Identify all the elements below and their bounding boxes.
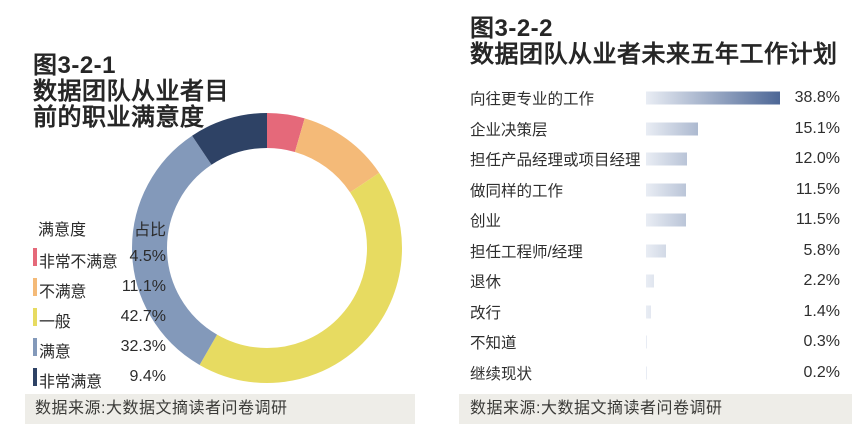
bar-value: 0.2% xyxy=(803,363,840,381)
bar-value: 15.1% xyxy=(794,119,840,137)
bar xyxy=(646,91,780,105)
bar-row: 继续现状 0.2% xyxy=(470,358,840,389)
legend-color-marker xyxy=(33,368,37,386)
legend-item: 非常满意 9.4% xyxy=(33,367,166,391)
bar-row: 不知道 0.3% xyxy=(470,327,840,358)
bar-value: 1.4% xyxy=(803,302,840,320)
bar-row: 改行 1.4% xyxy=(470,297,840,328)
bar-label: 不知道 xyxy=(470,335,517,353)
bar-value: 2.2% xyxy=(803,272,840,290)
bar-row: 企业决策层 15.1% xyxy=(470,114,840,145)
left-source-note: 数据来源:大数据文摘读者问卷调研 xyxy=(25,394,415,424)
bar-row: 退休 2.2% xyxy=(470,266,840,297)
legend-item: 满意 32.3% xyxy=(33,337,166,361)
legend-item-value: 4.5% xyxy=(129,248,166,265)
right-source-note: 数据来源:大数据文摘读者问卷调研 xyxy=(459,394,852,424)
bar xyxy=(646,244,667,258)
donut-slice xyxy=(132,113,402,383)
legend-color-marker xyxy=(33,278,37,296)
bar-value: 11.5% xyxy=(795,211,840,229)
bar-label: 创业 xyxy=(470,213,502,231)
right-chart-title: 图3-2-2 数据团队从业者未来五年工作计划 xyxy=(470,15,838,68)
bar xyxy=(646,152,688,166)
bar xyxy=(646,183,686,197)
bar-value: 11.5% xyxy=(795,180,840,198)
bar-row: 担任产品经理或项目经理 12.0% xyxy=(470,144,840,175)
legend-item: 一般 42.7% xyxy=(33,307,166,331)
legend-item-label: 不满意 xyxy=(39,284,87,301)
bar-value: 38.8% xyxy=(794,89,840,107)
bar xyxy=(646,335,648,349)
bar-value: 5.8% xyxy=(803,241,840,259)
bar-value: 0.3% xyxy=(803,333,840,351)
legend-header: 满意度 占比 xyxy=(33,216,166,239)
bar-label: 企业决策层 xyxy=(470,121,548,139)
legend-color-marker xyxy=(33,308,37,326)
legend-item-label: 非常不满意 xyxy=(39,254,118,271)
legend-item-label: 非常满意 xyxy=(39,374,102,391)
legend-item: 非常不满意 4.5% xyxy=(33,247,166,271)
bar-label: 担任工程师/经理 xyxy=(470,243,583,261)
satisfaction-donut-chart xyxy=(132,113,402,383)
bar-row: 担任工程师/经理 5.8% xyxy=(470,236,840,267)
legend-item-value: 42.7% xyxy=(120,308,166,325)
legend-color-marker xyxy=(33,248,37,266)
legend-item-label: 一般 xyxy=(39,314,71,331)
bar-label: 退休 xyxy=(470,274,502,292)
legend-item-value: 9.4% xyxy=(129,368,166,385)
bar xyxy=(646,213,686,227)
bar-row: 做同样的工作 11.5% xyxy=(470,175,840,206)
bar xyxy=(646,305,651,319)
bar xyxy=(646,122,699,136)
bar-label: 继续现状 xyxy=(470,365,533,383)
legend-item-label: 满意 xyxy=(39,344,71,361)
bar-label: 做同样的工作 xyxy=(470,182,564,200)
legend-item: 不满意 11.1% xyxy=(33,277,166,301)
legend-header-share: 占比 xyxy=(133,222,166,239)
bar-value: 12.0% xyxy=(794,150,840,168)
bar-row: 向往更专业的工作 38.8% xyxy=(470,83,840,114)
bar xyxy=(646,274,654,288)
bar-label: 改行 xyxy=(470,304,502,322)
donut-slice xyxy=(132,113,402,383)
bar-label: 担任产品经理或项目经理 xyxy=(470,152,641,170)
donut-legend: 满意度 占比 非常不满意 4.5% 不满意 11.1% 一般 42.7% 满意 32.3% 非常… xyxy=(33,216,166,397)
legend-item-value: 11.1% xyxy=(121,278,166,295)
legend-item-value: 32.3% xyxy=(120,338,166,355)
future-plan-bar-chart: 向往更专业的工作 38.8% 企业决策层 15.1% 担任产品经理或项目经理 12.0% 做… xyxy=(470,83,840,389)
donut-slice xyxy=(132,113,402,383)
legend-color-marker xyxy=(33,338,37,356)
left-chart-title: 图3-2-1 数据团队从业者目 前的职业满意度 xyxy=(33,52,229,131)
legend-header-category: 满意度 xyxy=(38,222,87,239)
bar xyxy=(646,366,647,380)
bar-row: 创业 11.5% xyxy=(470,205,840,236)
bar-label: 向往更专业的工作 xyxy=(470,91,595,109)
